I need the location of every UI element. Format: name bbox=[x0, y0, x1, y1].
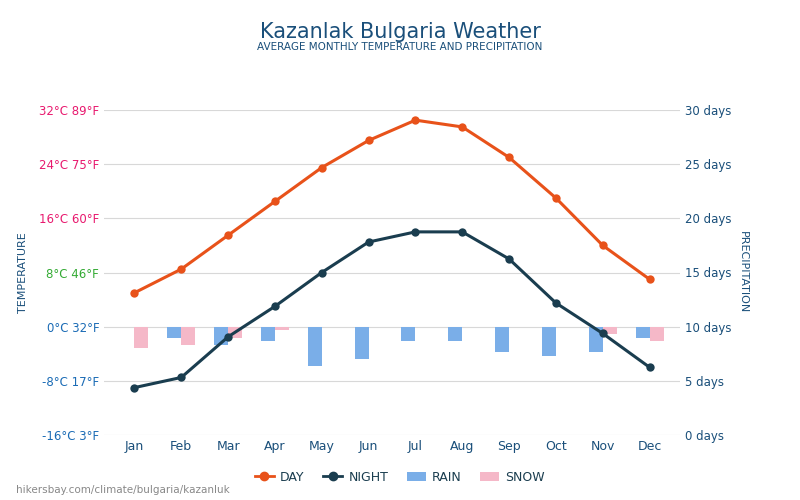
Bar bbox=[308, 326, 322, 366]
Bar bbox=[635, 326, 650, 338]
Bar bbox=[275, 326, 289, 330]
Bar bbox=[542, 326, 556, 356]
Y-axis label: TEMPERATURE: TEMPERATURE bbox=[18, 232, 28, 313]
Bar bbox=[261, 326, 275, 341]
Bar bbox=[602, 326, 617, 334]
Y-axis label: PRECIPITATION: PRECIPITATION bbox=[738, 232, 748, 314]
Bar bbox=[228, 326, 242, 338]
Bar bbox=[214, 326, 228, 344]
Bar bbox=[448, 326, 462, 341]
Bar bbox=[182, 326, 195, 344]
Bar bbox=[589, 326, 602, 352]
Legend: DAY, NIGHT, RAIN, SNOW: DAY, NIGHT, RAIN, SNOW bbox=[250, 466, 550, 489]
Bar bbox=[650, 326, 664, 341]
Bar bbox=[134, 326, 149, 348]
Bar bbox=[167, 326, 182, 338]
Bar bbox=[354, 326, 369, 359]
Bar bbox=[402, 326, 415, 341]
Text: Kazanlak Bulgaria Weather: Kazanlak Bulgaria Weather bbox=[259, 22, 541, 42]
Bar bbox=[495, 326, 509, 352]
Text: AVERAGE MONTHLY TEMPERATURE AND PRECIPITATION: AVERAGE MONTHLY TEMPERATURE AND PRECIPIT… bbox=[258, 42, 542, 52]
Text: hikersbay.com/climate/bulgaria/kazanluk: hikersbay.com/climate/bulgaria/kazanluk bbox=[16, 485, 230, 495]
